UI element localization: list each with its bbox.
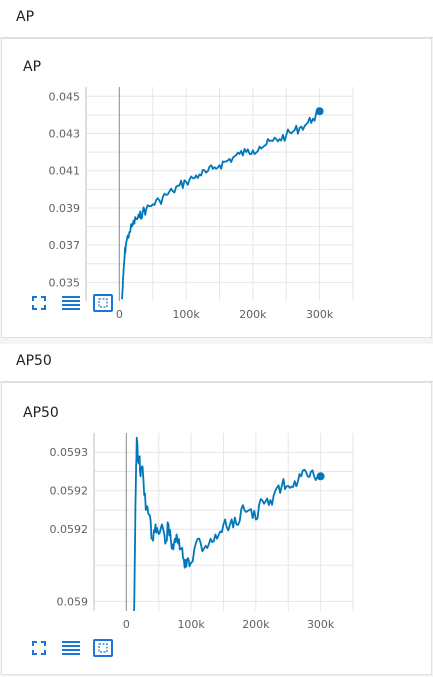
y-tick-label: 0.0592 bbox=[50, 485, 89, 498]
y-tick-label: 0.059 bbox=[57, 595, 89, 608]
x-tick-label: 100k bbox=[177, 618, 205, 631]
fit-to-data-button[interactable] bbox=[29, 294, 49, 312]
section-header-label: AP50 bbox=[16, 353, 52, 369]
chart-card-ap50: AP50 0.059 0.0592 0.0592 0.0593 0 100k 200k 300… bbox=[1, 382, 432, 675]
section-header-ap[interactable]: AP bbox=[0, 0, 433, 38]
x-tick-label: 200k bbox=[242, 618, 270, 631]
grid bbox=[85, 87, 354, 301]
y-tick-label: 0.041 bbox=[49, 165, 81, 178]
fit-to-data-icon bbox=[32, 641, 46, 655]
zoom-reset-button[interactable] bbox=[93, 639, 113, 657]
ap-line-chart[interactable]: 0.035 0.037 0.039 0.041 0.043 0.045 0 100k 200k 3… bbox=[2, 79, 433, 329]
y-tick-label: 0.035 bbox=[49, 276, 81, 289]
series-line bbox=[133, 436, 322, 612]
y-tick-label: 0.045 bbox=[49, 90, 81, 103]
y-tick-label: 0.0593 bbox=[50, 446, 89, 459]
toggle-log-scale-icon bbox=[62, 641, 80, 655]
x-tick-label: 0 bbox=[116, 308, 123, 321]
series-end-point bbox=[316, 472, 325, 481]
y-tick-label: 0.037 bbox=[49, 239, 81, 252]
toggle-log-scale-button[interactable] bbox=[61, 294, 81, 312]
chart-title: AP bbox=[23, 59, 42, 75]
y-tick-label: 0.043 bbox=[49, 128, 81, 141]
x-tick-label: 0 bbox=[123, 618, 130, 631]
x-tick-label: 300k bbox=[307, 618, 335, 631]
fit-to-data-button[interactable] bbox=[29, 639, 49, 657]
fit-to-data-icon bbox=[32, 296, 46, 310]
chart-title: AP50 bbox=[23, 405, 59, 421]
x-tick-label: 200k bbox=[239, 308, 267, 321]
ap50-line-chart[interactable]: 0.059 0.0592 0.0592 0.0593 0 100k 200k 300k bbox=[2, 425, 433, 665]
series-end-point bbox=[315, 107, 324, 116]
toggle-log-scale-icon bbox=[62, 296, 80, 310]
zoom-reset-icon bbox=[93, 294, 113, 312]
chart-card-ap: AP 0.035 0.037 0.039 0.041 0.043 0.045 0 100k 20… bbox=[1, 38, 432, 338]
zoom-reset-button[interactable] bbox=[93, 294, 113, 312]
y-tick-label: 0.039 bbox=[49, 202, 81, 215]
y-tick-label: 0.0592 bbox=[50, 523, 89, 536]
series-line bbox=[121, 107, 321, 300]
toggle-log-scale-button[interactable] bbox=[61, 639, 81, 657]
section-header-ap50[interactable]: AP50 bbox=[0, 344, 433, 382]
x-tick-label: 300k bbox=[306, 308, 334, 321]
x-tick-label: 100k bbox=[172, 308, 200, 321]
section-header-label: AP bbox=[16, 9, 35, 25]
zoom-reset-icon bbox=[93, 639, 113, 657]
